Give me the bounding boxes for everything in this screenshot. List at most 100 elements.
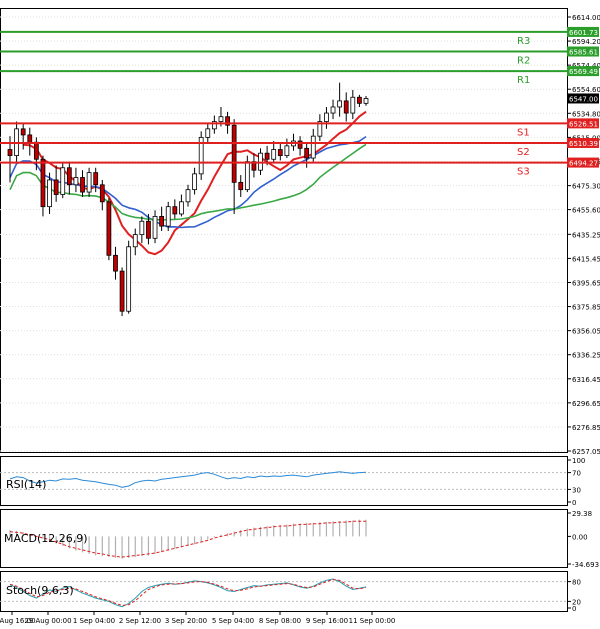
- candle: [139, 216, 145, 244]
- candle-body: [198, 136, 204, 175]
- candle-body: [60, 167, 66, 195]
- candle-body: [264, 152, 270, 160]
- candle-body: [152, 216, 158, 239]
- level-price-box: [567, 26, 599, 37]
- candle: [40, 155, 46, 217]
- x-tick-label: 29 Aug 00:00: [24, 617, 71, 625]
- stoch-k-line: [9, 578, 367, 608]
- candle-body: [330, 106, 336, 114]
- candle: [317, 114, 323, 142]
- y-tick-label: 6296.65: [572, 400, 600, 408]
- pane-frame-macd: [0, 509, 568, 568]
- candle: [113, 246, 118, 280]
- candle: [198, 131, 204, 180]
- candle: [152, 210, 158, 244]
- candle-body: [277, 149, 283, 157]
- candle-body: [172, 206, 178, 215]
- y-tick-label: 80: [572, 579, 581, 587]
- candle: [119, 267, 125, 317]
- candle-body: [284, 145, 290, 157]
- candle-body: [357, 96, 362, 104]
- candle-body: [132, 234, 138, 248]
- candle-body: [211, 121, 217, 130]
- candle-body: [337, 100, 343, 108]
- candle-body: [244, 161, 250, 191]
- y-tick-label: 6594.20: [572, 38, 600, 46]
- candle: [238, 175, 244, 197]
- candle-body: [113, 254, 118, 272]
- candle: [271, 141, 277, 163]
- candle: [66, 161, 72, 195]
- candle-body: [119, 270, 125, 312]
- macd-histogram: [9, 519, 367, 559]
- candle: [231, 119, 237, 214]
- candle: [132, 228, 138, 256]
- y-tick-label: 100: [572, 457, 585, 465]
- candle-body: [99, 184, 105, 203]
- y-tick-label: 6534.80: [572, 110, 600, 118]
- candle-body: [185, 189, 191, 203]
- candle-body: [317, 121, 323, 137]
- candle-body: [73, 177, 79, 186]
- candle: [47, 172, 52, 214]
- candle-body: [86, 172, 92, 193]
- candle-body: [271, 149, 277, 160]
- x-tick-label: 3 Sep 20:00: [165, 617, 207, 625]
- candle-body: [20, 128, 26, 136]
- candle-body: [27, 134, 33, 143]
- y-tick-label: 6257.05: [572, 448, 600, 456]
- candle-body: [297, 140, 303, 149]
- candle: [53, 165, 59, 202]
- stoch-axis: 80 200: [567, 579, 581, 613]
- candle-body: [205, 128, 211, 138]
- level-name-r3: R3: [517, 36, 530, 47]
- candle: [172, 199, 178, 219]
- candle-body: [218, 116, 224, 122]
- candle: [126, 240, 132, 314]
- candle: [192, 167, 197, 195]
- candle-body: [324, 112, 329, 122]
- rsi-axis: 100 70 30 0: [567, 457, 585, 507]
- y-tick-label: 30: [572, 486, 581, 494]
- candle: [86, 167, 92, 197]
- y-tick-label: 6455.60: [572, 207, 600, 215]
- candle: [146, 213, 151, 245]
- pane-frame-rsi: [0, 456, 568, 506]
- y-tick-label: -34.693: [572, 561, 599, 569]
- candle: [363, 96, 369, 106]
- level-price-box: [567, 137, 599, 148]
- rsi-line: [9, 471, 367, 488]
- level-price-label: 6601.73: [569, 29, 598, 37]
- candle-body: [106, 201, 112, 256]
- y-tick-label: 6375.85: [572, 304, 600, 312]
- candle-body: [53, 179, 59, 195]
- candle: [99, 179, 105, 211]
- level-price-label: 6510.39: [569, 140, 598, 148]
- candle-body: [139, 220, 145, 236]
- pane-frame-sto: [0, 571, 568, 612]
- level-name-s2: S2: [517, 147, 530, 158]
- candle-body: [66, 167, 72, 186]
- y-tick-label: 0.00: [572, 533, 588, 541]
- y-tick-label: 6614.00: [572, 14, 600, 22]
- candle-body: [40, 158, 46, 208]
- x-tick-label: 2 Sep 12:00: [119, 617, 161, 625]
- candle: [211, 115, 217, 134]
- candle-body: [310, 135, 316, 159]
- x-tick-label: 5 Sep 04:00: [212, 617, 254, 625]
- level-price-box: [567, 46, 599, 57]
- y-tick-label: 6276.85: [572, 424, 600, 432]
- macd-signal-line: [9, 520, 366, 558]
- x-tick-label: 9 Sep 16:00: [306, 617, 348, 625]
- y-tick-label: 70: [572, 470, 581, 478]
- candle-body: [126, 246, 132, 312]
- y-tick-label: 6475.30: [572, 183, 600, 191]
- candle-body: [7, 149, 13, 157]
- candle: [297, 136, 303, 156]
- candle: [20, 122, 26, 150]
- candle: [73, 167, 79, 193]
- candle: [357, 94, 362, 107]
- level-name-s1: S1: [517, 127, 530, 138]
- candle-body: [159, 216, 165, 227]
